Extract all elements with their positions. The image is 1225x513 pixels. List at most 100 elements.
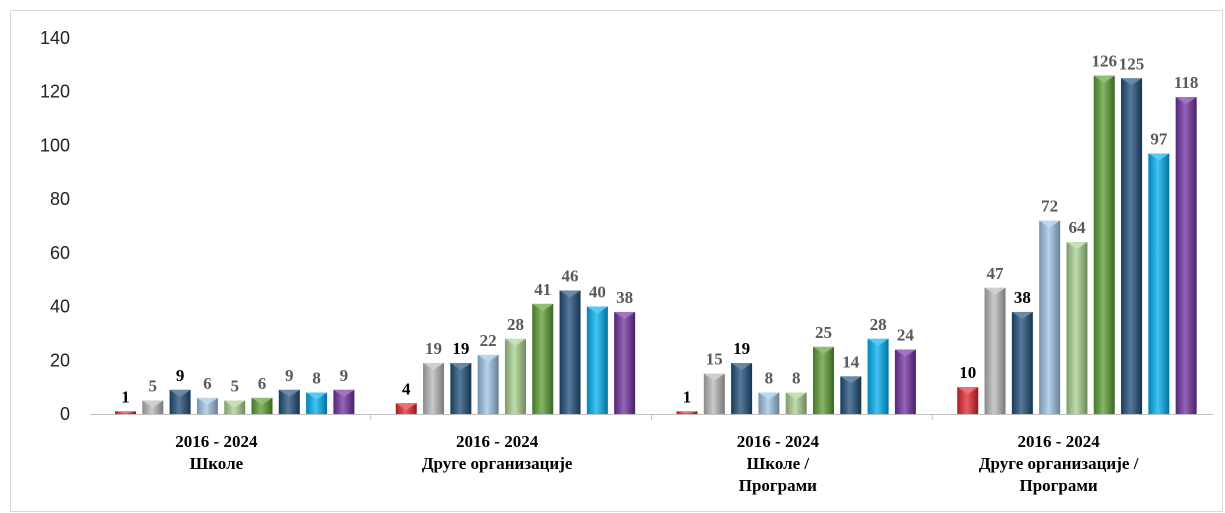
bar (504, 338, 526, 414)
y-tick-label: 80 (50, 189, 70, 209)
bar (1039, 220, 1061, 414)
bar-cap (450, 362, 472, 370)
bar-cap (703, 373, 725, 381)
bar (758, 392, 780, 414)
data-label: 24 (897, 326, 915, 345)
bar (169, 389, 191, 414)
bar (731, 362, 753, 414)
data-label: 46 (562, 266, 579, 285)
bar-cap (894, 349, 916, 357)
bar-cap (676, 411, 698, 414)
data-label: 14 (842, 352, 860, 371)
category-label: Програми (739, 476, 817, 495)
category-label: Програми (1020, 476, 1098, 495)
bar-cap (813, 346, 834, 354)
data-label: 6 (258, 374, 267, 393)
bar (477, 354, 499, 414)
bar (306, 392, 328, 414)
bar (957, 387, 979, 414)
data-label: 9 (285, 366, 294, 385)
bar-cap (1039, 220, 1061, 228)
chart-frame (10, 10, 1223, 512)
bar-cap (867, 338, 889, 346)
data-label: 28 (870, 315, 887, 334)
data-label: 9 (176, 366, 185, 385)
data-label: 47 (987, 264, 1005, 283)
data-label: 8 (792, 369, 801, 388)
data-label: 5 (230, 377, 239, 396)
bar-cap (614, 311, 636, 319)
data-label: 126 (1092, 52, 1118, 71)
category-label: 2016 - 2024 (175, 432, 258, 451)
data-label: 19 (452, 339, 469, 358)
y-tick-label: 20 (50, 350, 70, 370)
bar (1175, 97, 1197, 414)
bar (614, 311, 636, 414)
category-label: 2016 - 2024 (456, 432, 539, 451)
data-label: 125 (1119, 54, 1145, 73)
bar-cap (1121, 78, 1143, 86)
bar-cap (115, 411, 136, 414)
bar (894, 349, 916, 414)
bar-cap (785, 392, 807, 400)
data-label: 38 (616, 288, 633, 307)
data-label: 40 (589, 283, 606, 302)
bar (450, 362, 472, 414)
bar (785, 392, 807, 414)
bar-cap (278, 389, 300, 397)
category-label: Друге организације (422, 454, 573, 473)
data-label: 25 (815, 323, 832, 342)
bar (333, 389, 355, 414)
bar-cap (504, 338, 526, 346)
bar (196, 397, 218, 414)
bars (115, 75, 1197, 415)
x-axis: 2016 - 2024 Школе 2016 - 2024 Друге организ… (90, 414, 1213, 495)
category-label: Друге организације / (979, 454, 1139, 473)
data-label: 1 (121, 387, 130, 406)
bar (867, 338, 889, 414)
bar (1011, 311, 1033, 414)
y-tick-label: 120 (40, 82, 70, 102)
bar-cap (1011, 311, 1033, 319)
bar (1121, 78, 1143, 415)
y-axis: 0 20 40 60 80 100 120 140 (40, 28, 70, 424)
bar-cap (1093, 75, 1115, 83)
category-label: 2016 - 2024 (1018, 432, 1101, 451)
bar (1066, 242, 1088, 414)
category-label: Школе / (747, 454, 810, 473)
bar-cap (840, 376, 862, 384)
bar-cap (306, 392, 328, 400)
data-label: 118 (1174, 73, 1199, 92)
data-label: 9 (340, 366, 349, 385)
bar (813, 346, 834, 414)
y-tick-label: 0 (60, 404, 70, 424)
bar-cap (1175, 97, 1197, 105)
y-tick-label: 40 (50, 297, 70, 317)
y-tick-label: 140 (40, 28, 70, 48)
data-label: 41 (534, 280, 551, 299)
bar-cap (423, 362, 445, 370)
bar (586, 306, 608, 414)
bar-cap (142, 400, 164, 408)
data-label: 72 (1041, 197, 1058, 216)
data-label: 28 (507, 315, 524, 334)
category-label: Школе (190, 454, 244, 473)
bar (840, 376, 862, 414)
data-label: 97 (1150, 129, 1168, 148)
bar-cap (395, 403, 417, 411)
bar (532, 303, 554, 414)
data-label: 19 (425, 339, 442, 358)
data-label: 4 (402, 379, 411, 398)
data-label: 64 (1068, 218, 1086, 237)
bar-cap (758, 392, 780, 400)
bar (278, 389, 300, 414)
bar-cap (984, 287, 1006, 295)
data-label: 5 (149, 377, 158, 396)
bar-cap (1066, 242, 1088, 250)
bar-cap (224, 400, 246, 408)
bar-cap (251, 397, 273, 405)
category-label: 2016 - 2024 (737, 432, 820, 451)
bar (251, 397, 273, 414)
